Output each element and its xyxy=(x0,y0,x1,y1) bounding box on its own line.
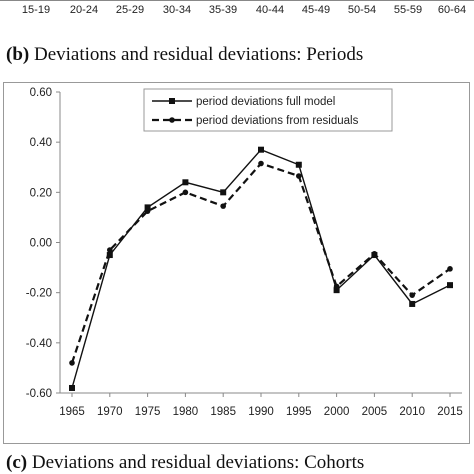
series-1-point xyxy=(295,161,302,168)
series-1-point xyxy=(409,300,416,307)
x-tick-label: 1990 xyxy=(248,406,274,418)
previous-chart-x-tick: 15-19 xyxy=(21,4,51,16)
legend-swatch-marker xyxy=(169,117,175,123)
previous-chart-x-tick: 30-34 xyxy=(162,4,192,16)
series-1-point xyxy=(144,204,151,211)
y-tick-label: 0.60 xyxy=(30,87,52,99)
series-1-point xyxy=(106,252,113,259)
series-2-point xyxy=(69,360,75,366)
x-tick-label: 2000 xyxy=(324,406,350,418)
series-1-point xyxy=(182,179,189,186)
previous-chart-x-tick: 40-44 xyxy=(255,4,285,16)
series-line-2 xyxy=(70,162,451,364)
series-2-point xyxy=(296,173,302,179)
chart-panel: 0.60 0.40 0.20 0.00 -0.20 -0.40 -0.60 1965 1970 1… xyxy=(3,82,470,444)
y-tick-label: 0.40 xyxy=(30,137,52,149)
y-tick-label: -0.40 xyxy=(26,338,52,350)
previous-chart-x-tick: 25-29 xyxy=(115,4,145,16)
series-1-point xyxy=(447,282,453,289)
x-tick-label: 2015 xyxy=(437,406,463,418)
x-tick-label: 1980 xyxy=(173,406,199,418)
y-tick-label: 0.20 xyxy=(30,187,52,199)
series-1-point xyxy=(220,189,227,196)
previous-chart-x-tick: 20-24 xyxy=(69,4,99,16)
legend-label: period deviations full model xyxy=(196,96,335,108)
x-tick-label: 1995 xyxy=(286,406,312,418)
previous-chart-x-tick: 60-64 xyxy=(437,4,467,16)
series-line-1 xyxy=(71,148,451,389)
series-2-point xyxy=(447,266,453,272)
caption-label: (c) xyxy=(6,452,28,473)
caption-text: Deviations and residual deviations: Peri… xyxy=(29,44,364,65)
figure-caption-b: (b) Deviations and residual deviations: … xyxy=(6,44,363,66)
series-1-point xyxy=(69,384,75,391)
series-1-point xyxy=(333,287,340,294)
series-2-point xyxy=(371,250,378,257)
x-tick-label: 2010 xyxy=(399,406,425,418)
y-tick-label: -0.60 xyxy=(26,388,52,400)
x-tick-label: 1985 xyxy=(210,406,236,418)
series-2-point xyxy=(182,189,189,196)
y-tick-label: -0.20 xyxy=(26,288,52,300)
series-2-point xyxy=(220,203,226,209)
previous-chart-x-tick: 55-59 xyxy=(393,4,423,16)
caption-label: (b) xyxy=(6,44,30,65)
period-deviations-chart: 0.60 0.40 0.20 0.00 -0.20 -0.40 -0.60 1965 1970 1… xyxy=(26,87,463,418)
series-2-point xyxy=(258,160,264,167)
series-2-point xyxy=(333,283,340,290)
figure-caption-c: (c) Deviations and residual deviations: … xyxy=(6,452,364,474)
series-1-point xyxy=(258,146,264,153)
previous-chart-x-axis: 15-19 20-24 25-29 30-34 35-39 40-44 45-4… xyxy=(0,0,474,28)
legend-label: period deviations from residuals xyxy=(196,115,359,127)
x-tick-label: 1965 xyxy=(59,406,85,418)
x-tick-label: 2005 xyxy=(362,406,388,418)
series-2-point xyxy=(409,292,416,298)
x-tick-label: 1975 xyxy=(135,406,161,418)
x-tick-label: 1970 xyxy=(97,406,123,418)
legend-swatch-marker xyxy=(169,98,175,104)
legend-box xyxy=(143,88,393,132)
series-2-point xyxy=(107,247,113,253)
previous-chart-x-tick: 45-49 xyxy=(301,4,331,16)
previous-chart-x-tick: 50-54 xyxy=(347,4,377,16)
y-tick-label: 0.00 xyxy=(30,238,52,250)
series-2-point xyxy=(144,208,151,214)
previous-chart-x-tick: 35-39 xyxy=(208,4,238,16)
caption-text: Deviations and residual deviations: Coho… xyxy=(27,452,365,473)
